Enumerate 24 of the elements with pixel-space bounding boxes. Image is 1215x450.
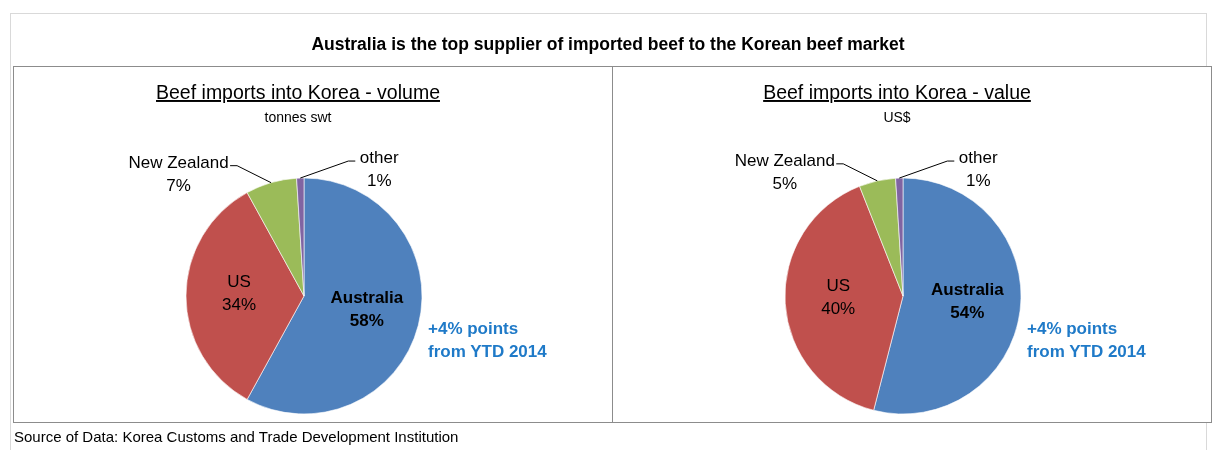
data-label: 34% [222, 295, 257, 314]
slice-label: US [826, 276, 851, 296]
text: +4% points from YTD 2014 [1027, 319, 1147, 361]
data-label: 40% [821, 299, 856, 319]
slice-label: Australia [330, 288, 404, 308]
data-label: 58% [349, 311, 384, 331]
slice-label: other [359, 148, 399, 168]
chart-subtitle: tonnes swt [264, 109, 332, 125]
slice-label: New Zealand [128, 152, 229, 172]
chart-title: Beef imports into Korea - value [763, 81, 1031, 103]
slice-label: New Zealand [734, 150, 835, 170]
data-label: 54% [950, 303, 985, 323]
chart-subtitle: US$ [883, 109, 911, 125]
chart-title: Beef imports into Korea - volume [156, 81, 440, 103]
data-label: 5% [772, 173, 798, 193]
text: Australia is the top supplier of imported beef to the Korean beef market [311, 34, 905, 54]
data-label: 1% [965, 171, 991, 191]
slice-label: US [227, 272, 251, 291]
text: +4% points from YTD 2014 [428, 319, 548, 361]
data-label: 1% [366, 171, 392, 191]
slice-label: other [958, 148, 998, 168]
data-label: 7% [166, 175, 191, 195]
slice-label: Australia [931, 280, 1005, 300]
source-note: Source of Data: Korea Customs and Trade Development Institution [14, 428, 459, 445]
